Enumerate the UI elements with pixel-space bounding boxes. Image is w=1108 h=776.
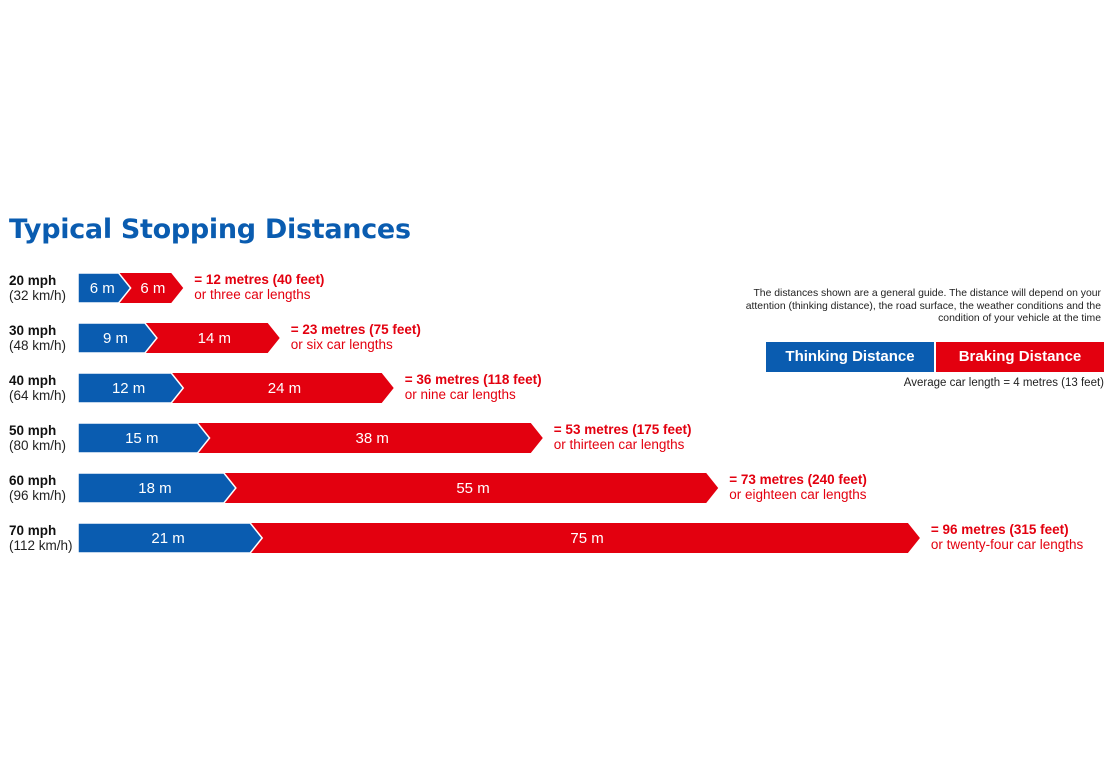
car-lengths-label: or three car lengths (194, 287, 311, 302)
thinking-distance-label: 9 m (103, 330, 128, 347)
braking-bar (144, 323, 280, 353)
thinking-bar (77, 372, 185, 404)
speed-kmh-label: (80 km/h) (9, 438, 66, 453)
braking-bar (171, 373, 394, 403)
speed-kmh-label: (96 km/h) (9, 488, 66, 503)
braking-distance-label: 75 m (570, 530, 603, 547)
speed-mph-label: 70 mph (9, 523, 56, 538)
speed-kmh-label: (48 km/h) (9, 338, 66, 353)
braking-distance-label: 38 m (356, 430, 389, 447)
car-lengths-label: or thirteen car lengths (554, 437, 685, 452)
thinking-bar (77, 522, 264, 554)
car-lengths-label: or twenty-four car lengths (931, 537, 1084, 552)
braking-bar (197, 423, 543, 453)
total-distance-label: = 36 metres (118 feet) (405, 372, 542, 387)
braking-distance-label: 6 m (140, 280, 165, 297)
speed-mph-label: 50 mph (9, 423, 56, 438)
car-length-note: Average car length = 4 metres (13 feet) (903, 377, 1104, 389)
total-distance-label: = 23 metres (75 feet) (291, 322, 421, 337)
thinking-distance-label: 12 m (112, 380, 145, 397)
speed-kmh-label: (32 km/h) (9, 288, 66, 303)
braking-distance-label: 55 m (456, 480, 489, 497)
braking-bar (118, 273, 184, 303)
total-distance-label: = 12 metres (40 feet) (194, 272, 324, 287)
car-lengths-label: or eighteen car lengths (729, 487, 867, 502)
braking-bar (250, 523, 920, 553)
thinking-bar (77, 322, 158, 354)
speed-mph-label: 30 mph (9, 323, 56, 338)
legend-braking-distance: Braking Distance (936, 342, 1104, 372)
speed-mph-label: 40 mph (9, 373, 56, 388)
total-distance-label: = 96 metres (315 feet) (931, 522, 1069, 537)
thinking-distance-label: 21 m (151, 530, 184, 547)
speed-kmh-label: (112 km/h) (9, 538, 73, 553)
legend-thinking-distance: Thinking Distance (766, 342, 934, 372)
legend-separator (934, 342, 936, 372)
speed-kmh-label: (64 km/h) (9, 388, 66, 403)
car-lengths-label: or nine car lengths (405, 387, 516, 402)
car-lengths-label: or six car lengths (291, 337, 393, 352)
braking-bar (223, 473, 719, 503)
speed-mph-label: 60 mph (9, 473, 56, 488)
thinking-bar (77, 472, 237, 504)
chart-title: Typical Stopping Distances (9, 214, 411, 245)
legend: Thinking Distance Braking Distance (766, 342, 1104, 372)
total-distance-label: = 53 metres (175 feet) (554, 422, 692, 437)
thinking-bar (77, 272, 132, 304)
thinking-bar (77, 422, 211, 454)
total-distance-label: = 73 metres (240 feet) (729, 472, 867, 487)
braking-distance-label: 14 m (198, 330, 231, 347)
thinking-distance-label: 6 m (90, 280, 115, 297)
braking-distance-label: 24 m (268, 380, 301, 397)
thinking-distance-label: 15 m (125, 430, 158, 447)
guide-note: The distances shown are a general guide.… (745, 288, 1101, 324)
speed-mph-label: 20 mph (9, 273, 56, 288)
thinking-distance-label: 18 m (138, 480, 171, 497)
